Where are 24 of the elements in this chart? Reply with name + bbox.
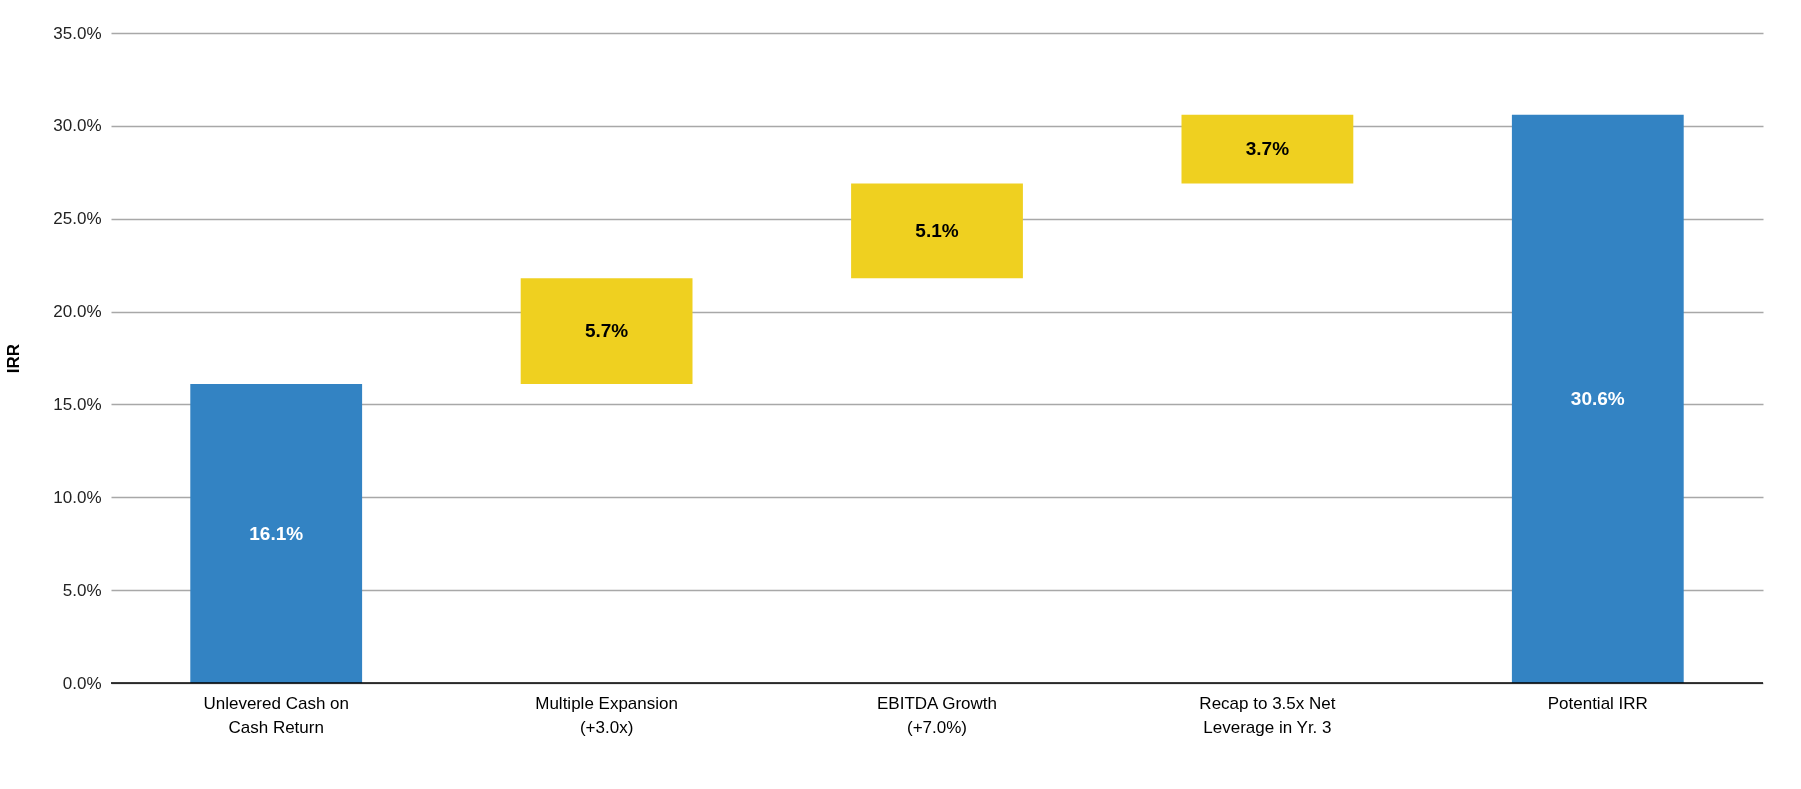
x-tick-label: Multiple Expansion (+3.0x) [535,693,678,737]
bar [190,384,363,683]
data-label: 5.1% [915,219,959,241]
y-axis-title: IRR [4,343,24,374]
y-tick-label: 0.0% [62,673,102,693]
bar [1181,114,1354,184]
y-tick-label: 25.0% [53,209,102,229]
bar [520,278,693,384]
data-label: 30.6% [1570,387,1625,409]
y-tick-label: 30.0% [53,116,102,136]
x-tick-label: Recap to 3.5x Net Leverage in Yr. 3 [1199,693,1336,737]
y-tick-label: 5.0% [62,580,102,600]
y-tick-label: 20.0% [53,302,102,322]
data-label: 5.7% [584,320,629,342]
bar [851,183,1023,279]
bar [1511,114,1684,683]
y-tick-label: 15.0% [53,394,102,414]
y-tick-label: 10.0% [53,487,102,507]
data-label: 16.1% [249,522,304,544]
y-tick-label: 35.0% [53,23,102,43]
x-tick-label: Potential IRR [1547,693,1648,713]
x-tick-label: EBITDA Growth (+7.0%) [877,693,997,737]
data-label: 3.7% [1245,138,1290,160]
x-tick-label: Unlevered Cash on Cash Return [203,693,349,737]
